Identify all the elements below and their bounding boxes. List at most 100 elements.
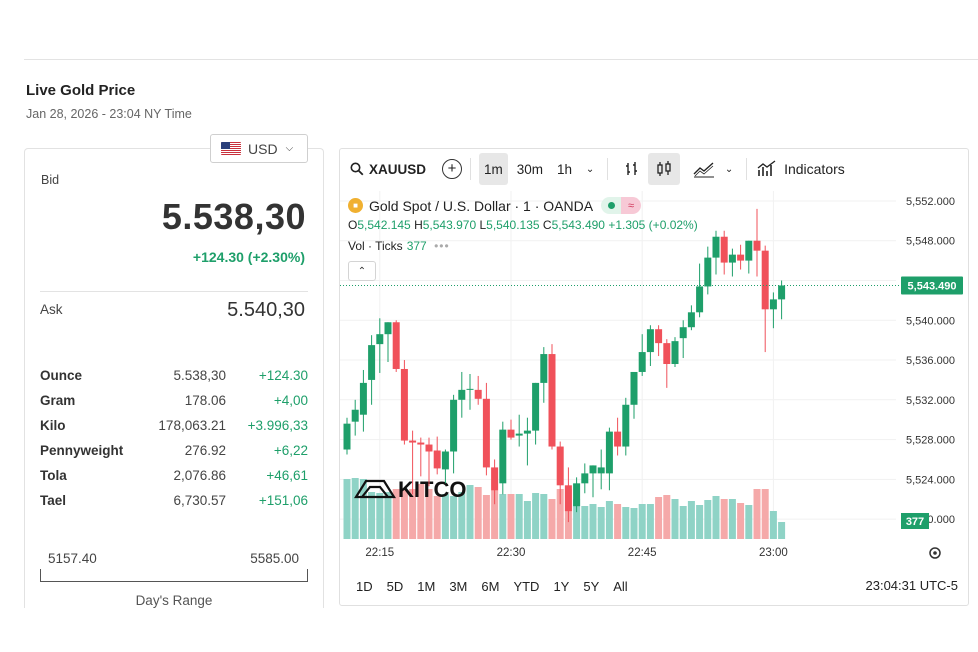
candle-body [384,322,392,335]
candle-body [622,404,630,447]
volume-bar [515,494,523,539]
toolbar-divider [607,158,609,180]
volume-bar [343,479,351,539]
volume-bar [663,495,671,539]
candle-body [515,433,523,436]
time-axis-label: 22:15 [365,547,394,559]
candle-body [482,398,490,468]
candles-style-icon[interactable] [648,153,681,185]
more-dots-icon[interactable]: ••• [434,239,450,253]
gold-coin-icon: ■ [348,198,363,213]
volume-bar [581,506,589,539]
symbol-search[interactable]: XAUUSD [350,154,426,184]
volume-bar [409,489,417,539]
chart-style-chevron-down-icon[interactable]: ⌄ [724,163,734,175]
unit-price: 5.538,30 [173,368,226,383]
unit-price: 178.06 [184,393,226,408]
volume-bar [589,504,597,539]
range-1m[interactable]: 1M [417,578,436,594]
volume-bar [433,496,441,539]
candle-body [630,371,638,405]
unit-name: Gram [40,393,76,408]
candle-body [728,254,736,263]
volume-bar [450,496,458,539]
day-range-caption: Day's Range [135,593,213,608]
time-axis-label: 23:00 [759,547,788,559]
volume-bar [368,492,376,539]
indicators-icon [757,160,776,176]
volume-bar [646,504,654,539]
close-value: 5,543.490 [551,218,605,232]
area-style-icon[interactable] [688,154,720,184]
timezone-clock[interactable]: 23:04:31 UTC-5 [865,578,959,593]
range-all[interactable]: All [613,578,628,594]
interval-1m[interactable]: 1m [479,153,508,185]
table-row: Tola 2,076.86 +46,61 [40,463,308,488]
interval-chevron-down-icon[interactable]: ⌄ [585,163,595,175]
market-status-badge: ≈ [601,197,642,214]
candle-body [507,429,515,438]
candle-body [368,345,376,380]
volume-tag [901,513,929,529]
range-1d[interactable]: 1D [356,578,373,594]
candle-body [359,382,367,415]
volume-bar [499,494,507,539]
volume-bar [630,508,638,539]
top-divider [24,59,978,60]
candle-body [376,334,384,345]
interval-1h[interactable]: 1h [557,161,573,177]
bars-style-icon[interactable] [616,154,648,184]
candle-body [605,431,613,474]
last-price-label: 5,543.490 [908,280,957,292]
volume-bar [532,493,540,539]
interval-30m[interactable]: 30m [516,161,544,177]
candle-body [745,240,753,261]
range-1y[interactable]: 1Y [553,578,570,594]
volume-bar [351,478,359,539]
candle-body [433,450,441,469]
unit-change: +6,22 [273,443,308,458]
volume-bar [441,494,449,539]
chart-legend-title: ■ Gold Spot / U.S. Dollar · 1 · OANDA ≈ [348,197,642,214]
search-icon [350,162,364,176]
chart-widget: XAUUSD + 1m 30m 1h ⌄ ⌄ Indicators 5,552.… [339,148,969,606]
table-row: Tael 6,730.57 +151,06 [40,488,308,513]
price-axis-label: 5,524.000 [906,474,955,486]
range-3m[interactable]: 3M [449,578,468,594]
candle-body [417,442,425,445]
table-row: Ounce 5.538,30 +124.30 [40,363,308,388]
indicators-button[interactable]: Indicators [757,154,845,184]
volume-bar [458,492,466,539]
candle-body [638,352,646,372]
volume-bar [417,484,425,539]
day-range-low: 5157.40 [48,551,97,566]
compare-plus-icon[interactable]: + [442,159,463,179]
currency-select[interactable]: USD ⌵ [210,134,308,163]
delayed-wave-icon: ≈ [621,197,642,214]
toolbar-divider [470,158,472,180]
volume-bar [474,487,482,539]
candle-body [556,446,564,486]
unit-price-table: Ounce 5.538,30 +124.30 Gram 178.06 +4,00… [40,363,308,513]
candle-body [646,329,654,353]
candle-body [474,389,482,399]
candle-body [409,440,417,443]
candle-body [573,483,581,507]
page-subtitle: Jan 28, 2026 - 23:04 NY Time [26,107,192,121]
candle-body [392,322,400,369]
candle-body [458,389,466,400]
range-5d[interactable]: 5D [386,578,404,594]
range-ytd[interactable]: YTD [513,578,540,594]
candle-body [589,465,597,474]
candlestick-chart[interactable]: 5,552.0005,548.0005,544.0005,540.0005,53… [340,149,969,569]
table-row: Kilo 178,063.21 +3.996,33 [40,413,308,438]
bid-change: +124.30 (+2.30%) [192,249,305,265]
volume-bar [655,497,663,539]
collapse-legend-button[interactable]: ⌃ [348,261,376,281]
candle-body [687,312,695,328]
candle-body [491,467,499,491]
unit-name: Kilo [40,418,66,433]
range-6m[interactable]: 6M [481,578,500,594]
volume-bar [482,495,490,539]
range-5y[interactable]: 5Y [583,578,600,594]
